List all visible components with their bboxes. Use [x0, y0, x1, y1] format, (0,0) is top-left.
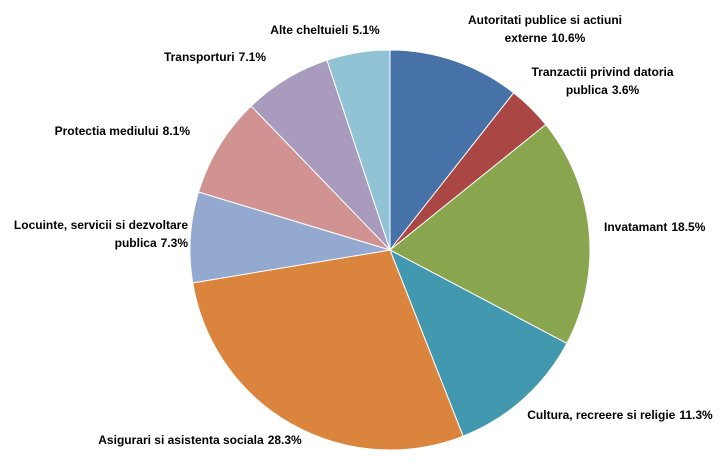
category-name: Transporturi [163, 50, 235, 64]
slice-label: Locuinte, servicii si dezvoltare publica… [10, 216, 188, 252]
value-label: 3.6% [611, 83, 640, 97]
pie-slice [389, 248, 568, 437]
category-name: Cultura, recreere si religie [527, 408, 676, 422]
pie-slice [326, 49, 391, 251]
slice-label: Autoritati publice si actiuni externe 10.… [440, 11, 650, 47]
category-name: Autoritati publice si actiuni externe [467, 13, 622, 45]
pie-slice [389, 123, 591, 345]
slice-label: Asigurari si asistenta sociala 28.3% [95, 431, 305, 449]
pie-slice [389, 49, 515, 252]
slice-label: Transporturi 7.1% [100, 48, 266, 66]
value-label: 5.1% [352, 23, 380, 37]
category-name: Locuinte, servicii si dezvoltare publica [13, 218, 188, 250]
slice-label: Tranzactii privind datoria publica 3.6% [510, 63, 695, 99]
value-label: 8.1% [162, 124, 190, 138]
slice-label: Cultura, recreere si religie 11.3% [525, 406, 715, 424]
category-name: Protectia mediului [54, 124, 159, 138]
slice-label: Invatamant 18.5% [604, 218, 724, 236]
value-label: 10.6% [551, 31, 586, 45]
pie-slice [197, 105, 392, 252]
category-name: Alte cheltuieli [270, 23, 349, 37]
category-name: Asigurari si asistenta sociala [98, 433, 264, 447]
value-label: 28.3% [267, 433, 302, 447]
pie-slice [192, 249, 464, 451]
value-label: 18.5% [671, 220, 706, 234]
slice-label: Alte cheltuieli 5.1% [230, 21, 420, 39]
value-label: 7.3% [160, 236, 188, 250]
value-label: 11.3% [679, 408, 713, 422]
value-label: 7.1% [238, 50, 266, 64]
slice-label: Protectia mediului 8.1% [10, 122, 190, 140]
category-name: Invatamant [604, 220, 668, 234]
category-name: Tranzactii privind datoria publica [531, 65, 674, 97]
